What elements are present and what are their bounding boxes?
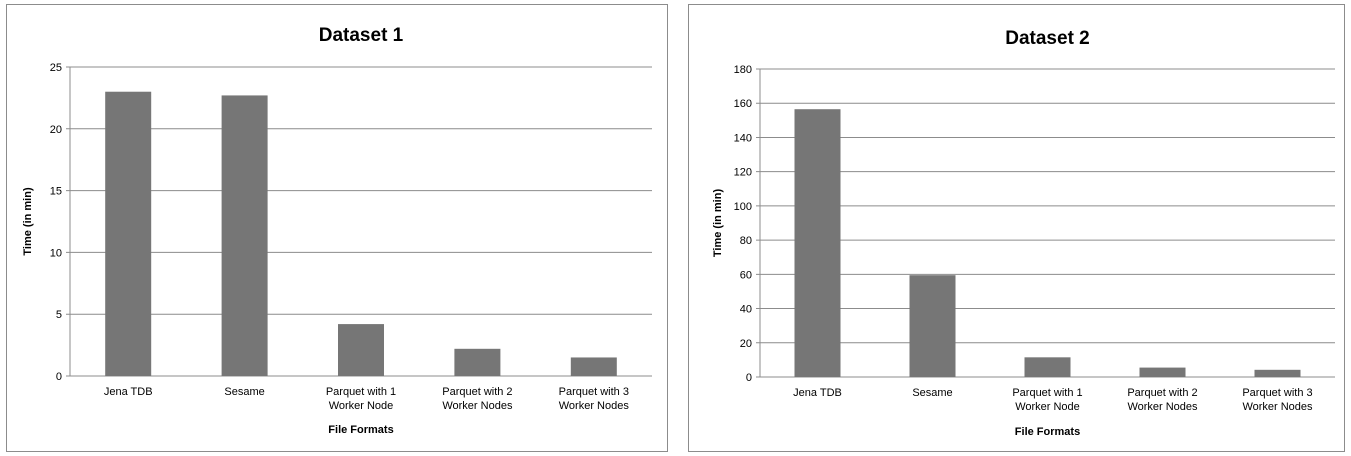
y-tick-label: 15 bbox=[50, 186, 62, 198]
y-tick-label: 120 bbox=[734, 167, 752, 179]
bar bbox=[1139, 367, 1186, 377]
bar bbox=[1024, 357, 1071, 377]
bar bbox=[338, 324, 384, 376]
y-tick-label: 0 bbox=[746, 372, 752, 384]
y-tick-label: 80 bbox=[740, 235, 752, 247]
y-tick-label: 5 bbox=[56, 309, 62, 321]
bar bbox=[105, 91, 152, 376]
bar bbox=[570, 357, 617, 376]
chart-title-2: Dataset 2 bbox=[1005, 28, 1090, 49]
chart-panel-dataset-1: Dataset 1 0 5 10 15 20 25 Jena TDB Sesame Parquet… bbox=[6, 4, 668, 452]
y-tick-label: 140 bbox=[734, 132, 752, 144]
y-tick-label: 20 bbox=[50, 124, 62, 136]
x-axis-label: File Formats bbox=[1015, 426, 1080, 438]
x-tick-label: Parquet with 3 Worker Nodes bbox=[1242, 387, 1313, 413]
y-axis-label: Time (in min) bbox=[22, 187, 34, 256]
y-tick-label: 0 bbox=[56, 371, 62, 383]
y-tick-label: 160 bbox=[734, 98, 752, 110]
x-tick-label: Sesame bbox=[224, 386, 264, 398]
x-tick-label: Jena TDB bbox=[793, 387, 842, 399]
y-tick-label: 60 bbox=[740, 269, 752, 281]
x-axis-label: File Formats bbox=[328, 424, 393, 436]
y-tick-label: 180 bbox=[734, 64, 752, 76]
y-tick-label: 25 bbox=[50, 62, 62, 74]
x-tick-label: Parquet with 3 Worker Nodes bbox=[559, 386, 630, 412]
bar bbox=[794, 109, 841, 377]
y-tick-label: 100 bbox=[734, 201, 752, 213]
y-tick-label: 40 bbox=[740, 304, 752, 316]
y-tick-label: 10 bbox=[50, 247, 62, 259]
bar bbox=[454, 348, 501, 376]
chart-panel-dataset-2: Dataset 2 0 20 40 60 80 100 120 140 160 180 Jena TD… bbox=[688, 4, 1345, 452]
y-tick-label: 20 bbox=[740, 338, 752, 350]
bar bbox=[909, 275, 956, 377]
x-tick-label: Parquet with 2 Worker Nodes bbox=[1127, 387, 1198, 413]
x-tick-label: Parquet with 1 Worker Node bbox=[1012, 387, 1082, 413]
bar bbox=[221, 95, 268, 376]
bar-chart-dataset-1: Dataset 1 0 5 10 15 20 25 Jena TDB Sesame Parquet… bbox=[22, 25, 652, 436]
bar-chart-dataset-2: Dataset 2 0 20 40 60 80 100 120 140 160 180 Jena TD… bbox=[712, 28, 1335, 438]
y-axis-label: Time (in min) bbox=[712, 189, 724, 258]
chart-title-1: Dataset 1 bbox=[319, 25, 404, 46]
x-tick-label: Jena TDB bbox=[104, 386, 153, 398]
x-tick-label: Parquet with 2 Worker Nodes bbox=[442, 386, 513, 412]
bar bbox=[1254, 369, 1301, 377]
x-tick-label: Sesame bbox=[912, 387, 952, 399]
x-tick-label: Parquet with 1 Worker Node bbox=[326, 386, 396, 412]
